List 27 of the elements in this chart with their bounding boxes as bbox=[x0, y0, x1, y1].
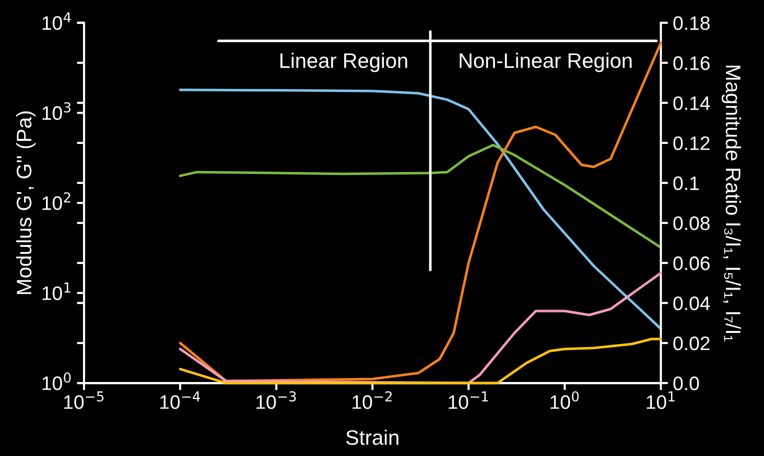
y2-tick-label: 0.08 bbox=[673, 216, 710, 230]
y2-axis-title: Magnitude Ratio I₃/I₁, I₅/I₁, I₇/I₁ bbox=[722, 66, 742, 342]
y-tick-label: 10$^{1}$ bbox=[42, 282, 70, 300]
y-axis-title: Modulus G', G'' (Pa) bbox=[16, 111, 36, 294]
y-tick-label: 10$^{4}$ bbox=[42, 12, 71, 30]
x-tick-label: 10$^{−4}$ bbox=[160, 391, 200, 409]
y2-tick-label: 0.06 bbox=[673, 256, 710, 270]
annotation: Non-Linear Region bbox=[460, 52, 632, 72]
x-tick-label: 10$^{0}$ bbox=[550, 391, 579, 409]
y2-tick-label: 0.02 bbox=[673, 336, 710, 350]
x-tick-label: 10$^{1}$ bbox=[646, 391, 675, 409]
y-tick-label: 10$^{3}$ bbox=[42, 102, 71, 120]
x-tick-label: 10$^{−3}$ bbox=[256, 391, 296, 409]
x-tick-label: 10$^{−1}$ bbox=[448, 391, 488, 409]
y2-tick-label: 0.16 bbox=[673, 56, 710, 70]
annotation: Linear Region bbox=[280, 52, 408, 72]
y2-tick-label: 0.14 bbox=[673, 96, 710, 110]
y2-tick-label: 0.04 bbox=[673, 296, 710, 310]
y-tick-label: 10$^{0}$ bbox=[42, 372, 71, 390]
x-tick-label: 10$^{−5}$ bbox=[64, 391, 104, 409]
y-tick-label: 10$^{2}$ bbox=[42, 192, 70, 210]
x-axis-title: Strain bbox=[346, 430, 398, 445]
y2-tick-label: 0.1 bbox=[673, 176, 699, 190]
y2-tick-label: 0.18 bbox=[673, 16, 710, 30]
y2-tick-label: 0.12 bbox=[673, 136, 710, 150]
x-tick-label: 10$^{−2}$ bbox=[352, 391, 392, 409]
y2-tick-label: 0.0 bbox=[673, 376, 699, 390]
